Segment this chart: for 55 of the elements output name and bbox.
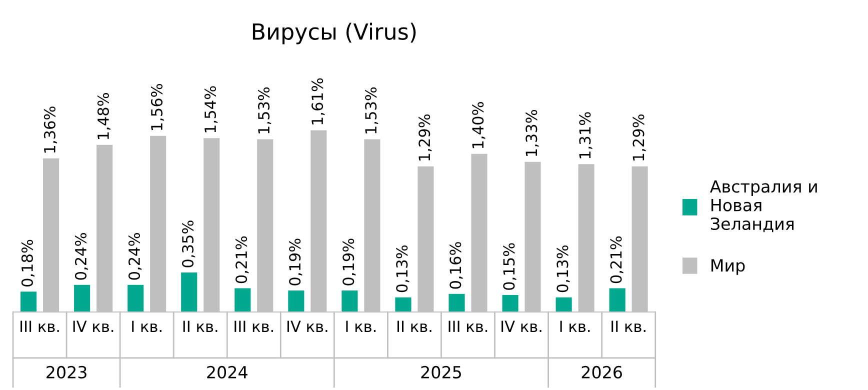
data-label: 1,40% xyxy=(472,102,486,148)
x-tick-label: III кв. xyxy=(20,320,59,332)
text: 2026 xyxy=(582,366,622,378)
bar xyxy=(74,284,90,312)
x-tick-label: III кв. xyxy=(448,320,488,332)
bar xyxy=(342,290,358,312)
x-tick-label: I кв. xyxy=(132,320,162,332)
data-label: 0,19% xyxy=(289,238,302,286)
data-label: 1,61% xyxy=(312,78,325,124)
data-label: 0,24% xyxy=(74,233,88,280)
x-tick-label: I кв. xyxy=(346,320,376,332)
data-label: 0,13% xyxy=(556,245,570,292)
bar xyxy=(288,290,304,312)
text: 2023 xyxy=(46,366,86,378)
data-label: 1,53% xyxy=(365,87,378,134)
chart-title: Вирусы (Virus) xyxy=(252,22,416,44)
x-tick-label: II кв. xyxy=(183,320,218,332)
bar xyxy=(234,288,251,312)
data-label: 0,24% xyxy=(128,233,142,280)
data-label: 1,54% xyxy=(204,86,218,132)
data-label: 0,19% xyxy=(342,238,356,286)
bar xyxy=(502,295,518,312)
data-label: 0,16% xyxy=(450,242,463,289)
data-label: 0,18% xyxy=(21,240,35,286)
data-label: 1,33% xyxy=(526,110,539,156)
data-label: 1,56% xyxy=(150,84,164,130)
data-label: 1,53% xyxy=(258,87,272,134)
x-tick-label: I кв. xyxy=(560,320,590,332)
data-label: 0,35% xyxy=(182,220,196,268)
bar xyxy=(448,294,465,312)
bar xyxy=(395,297,412,312)
data-label: 1,29% xyxy=(418,114,432,160)
x-tick-label: II кв. xyxy=(397,320,432,332)
legend-label: Австралия и Новая Зеландия xyxy=(710,180,817,232)
bar xyxy=(609,288,626,312)
bar xyxy=(556,297,572,312)
data-label: 0,13% xyxy=(396,245,410,292)
data-label: 0,21% xyxy=(610,236,624,284)
data-label: 1,36% xyxy=(44,106,58,153)
data-label: 1,31% xyxy=(579,112,592,158)
text: 2025 xyxy=(421,366,461,378)
x-tick-label: II кв. xyxy=(612,320,646,332)
x-tick-label: IV кв. xyxy=(287,320,328,332)
x-tick-label: III кв. xyxy=(234,320,273,332)
legend-label: Мир xyxy=(711,259,745,275)
x-tick-label: IV кв. xyxy=(73,320,114,332)
data-label: 0,21% xyxy=(236,236,249,284)
data-label: 1,48% xyxy=(97,93,111,140)
text: 2024 xyxy=(207,366,248,378)
bar xyxy=(128,284,144,312)
x-tick-label: IV кв. xyxy=(502,320,542,332)
bar xyxy=(181,272,198,312)
data-label: 1,29% xyxy=(632,114,646,160)
data-label: 0,15% xyxy=(503,243,516,290)
bar xyxy=(20,292,37,312)
